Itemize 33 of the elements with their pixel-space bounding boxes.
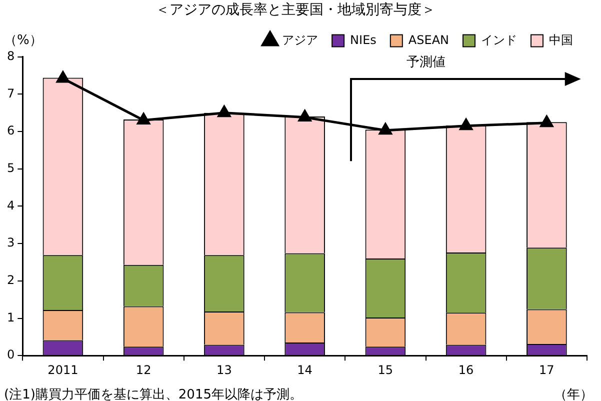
point (137, 113, 150, 125)
x-tick-label: 15 (378, 362, 394, 377)
y-tick-label: 5 (6, 160, 15, 175)
point (218, 106, 231, 118)
legend-label: NIEs (350, 32, 376, 47)
y-tick-label: 4 (6, 198, 15, 212)
point (540, 116, 554, 128)
legend-label: インド (481, 32, 517, 47)
point (298, 110, 312, 122)
y-axis-title: （%） (4, 33, 42, 48)
x-tick-label: 17 (539, 362, 554, 377)
y-tick-label: 1 (6, 310, 15, 324)
legend-label: ASEAN (408, 32, 449, 47)
x-tick-label: 16 (458, 362, 474, 377)
y-tick-label: 6 (6, 124, 15, 138)
point (378, 123, 392, 135)
annotation: 予測値 (406, 54, 446, 70)
x-tick-label: 14 (297, 362, 312, 377)
x-tick-label: 2011 (48, 362, 78, 377)
point (460, 118, 473, 130)
y-tick-label: 3 (6, 236, 15, 250)
y-tick-label: 8 (6, 48, 15, 63)
legend-label: 中国 (549, 32, 573, 47)
legend-label: アジア (282, 32, 318, 47)
chart-title: ＜アジアの成長率と主要国・地域別寄与度＞ (156, 2, 436, 18)
x-tick-label: 13 (216, 362, 232, 377)
y-tick-label: 2 (6, 273, 15, 288)
y-tick-label: 0 (6, 348, 15, 362)
x-tick-label: 12 (136, 362, 152, 377)
point (56, 71, 70, 83)
text: (注1)購買力平価を基に算出、2015年以降は予測。 (4, 387, 302, 401)
y-tick-label: 7 (6, 86, 15, 100)
x-axis-title: （年） (554, 387, 593, 401)
